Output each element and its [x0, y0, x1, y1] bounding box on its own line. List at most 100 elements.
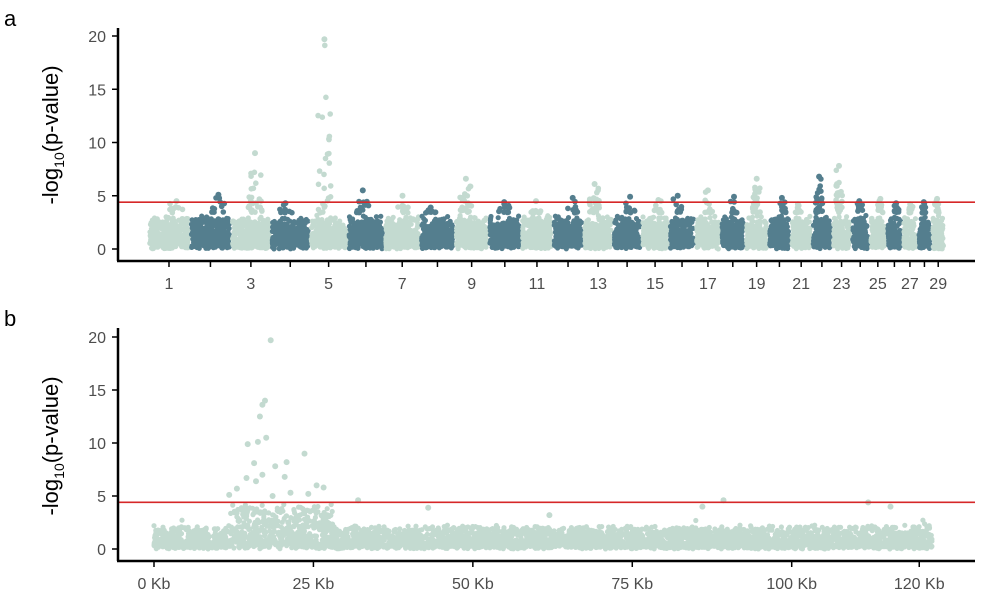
panel-b-snp-cloud — [151, 501, 935, 552]
chromosome-band-28 — [916, 199, 933, 251]
snp-point — [594, 189, 600, 196]
chromosome-14-snp-cloud — [611, 213, 643, 251]
snp-point — [247, 198, 254, 204]
panel-b-snp-point — [263, 434, 270, 441]
chromosome-9-snp-cloud — [453, 213, 490, 252]
panel-b-label: b — [4, 306, 16, 331]
snp-point — [254, 204, 261, 210]
snp-point — [906, 206, 912, 213]
panel-b-y-tick-label: 20 — [88, 330, 106, 347]
snp-point — [815, 208, 822, 215]
chromosome-13-snp-cloud — [582, 213, 614, 252]
snp-point — [423, 210, 429, 216]
chromosome-band-4 — [269, 200, 311, 252]
panel-a-y-tick-label: 0 — [97, 242, 106, 259]
panel-b-snp-point — [305, 490, 312, 497]
snp-point — [879, 209, 886, 216]
snp-point — [365, 202, 372, 209]
snp-point — [877, 203, 883, 209]
chromosome-band-7 — [383, 192, 422, 252]
snp-point — [922, 209, 929, 216]
chromosome-18-snp-cloud — [719, 214, 746, 252]
chromosome-20-peak-snp — [778, 194, 785, 201]
chromosome-15-snp-cloud — [640, 214, 670, 252]
snp-point — [432, 209, 438, 216]
chromosome-14-peak-snp — [627, 193, 634, 200]
panel-b-x-tick-label: 120 Kb — [894, 576, 945, 593]
chromosome-17-snp-cloud — [694, 213, 722, 252]
snp-point — [326, 133, 333, 140]
panel-b-snp-point — [313, 482, 320, 489]
chromosome-12-snp-cloud — [551, 213, 585, 252]
snp-point — [833, 167, 840, 174]
snp-point — [321, 171, 327, 178]
panel-b-snp-point — [259, 401, 266, 408]
snp-point — [258, 198, 264, 204]
panel-a-x-tick-label: 3 — [246, 276, 255, 293]
chromosome-band-5 — [308, 36, 349, 251]
panel-b-snp-point — [546, 512, 553, 519]
snp-point — [315, 206, 322, 213]
chromosome-24-peak-snp — [856, 198, 863, 205]
snp-point — [631, 208, 638, 214]
panel-a-y-tick-label: 5 — [97, 189, 106, 206]
panel-b-snp-point — [243, 475, 250, 481]
snp-point — [817, 183, 823, 189]
panel-b-y-tick-label: 15 — [88, 383, 106, 400]
snp-point — [496, 208, 502, 215]
chromosome-band-2 — [188, 191, 232, 251]
snp-point — [816, 203, 823, 210]
snp-point — [502, 204, 508, 211]
snp-point — [250, 185, 257, 192]
snp-point — [259, 208, 265, 214]
snp-point — [833, 183, 840, 189]
panel-a-x-tick-label: 15 — [646, 276, 664, 293]
panel-a-x-tick-label: 9 — [467, 276, 476, 293]
panel-a-label: a — [4, 6, 17, 31]
panel-a-x-tick-label: 27 — [901, 276, 919, 293]
chromosome-band-16 — [667, 192, 697, 251]
panel-b-snp-point — [251, 460, 258, 467]
panel-b-y-tick-label: 10 — [88, 436, 106, 453]
panel-b-x-tick-label: 75 Kb — [611, 576, 653, 593]
snp-point — [289, 209, 295, 216]
chromosome-6-snp-cloud — [346, 213, 386, 252]
chromosome-2-snp-cloud — [188, 213, 232, 251]
chromosome-23-snp-cloud — [831, 214, 853, 252]
panel-b-y-axis-label: -log10(p-value) — [38, 376, 67, 515]
snp-point — [678, 203, 685, 210]
chromosome-22-peak-snp — [816, 173, 823, 180]
snp-point — [749, 204, 756, 211]
snp-point — [467, 183, 474, 190]
chromosome-24-snp-cloud — [850, 212, 871, 252]
chromosome-8-peak-snp — [427, 204, 434, 211]
snp-point — [220, 209, 227, 215]
snp-point — [457, 194, 463, 201]
snp-point — [565, 205, 571, 212]
snp-point — [528, 209, 534, 215]
chromosome-band-29 — [930, 195, 946, 252]
panel-b-snp-point — [283, 459, 290, 466]
snp-point — [752, 186, 758, 193]
chromosome-band-1 — [147, 198, 191, 252]
snp-point — [249, 209, 255, 215]
snp-point — [175, 205, 182, 211]
chromosome-28-snp-cloud — [916, 214, 933, 251]
chromosome-16-snp-cloud — [667, 215, 697, 251]
snp-point — [895, 209, 902, 215]
chromosome-4-peak-snp — [282, 200, 289, 207]
snp-point — [327, 194, 334, 200]
panel-b-snp-point — [259, 471, 266, 478]
chromosome-band-25 — [868, 195, 888, 251]
chromosome-2-peak-snp — [215, 191, 222, 198]
chromosome-7-peak-snp — [399, 192, 406, 199]
snp-point — [730, 207, 737, 213]
chromosome-12-peak-snp — [569, 194, 576, 201]
chromosome-band-20 — [767, 194, 792, 252]
panel-a-points — [147, 36, 946, 252]
chromosome-26-peak-snp — [893, 200, 900, 207]
chromosome-5-snp-cloud — [308, 212, 349, 251]
panel-b-y-tick-label: 5 — [97, 489, 106, 506]
panel-b-snp-point — [254, 438, 261, 445]
